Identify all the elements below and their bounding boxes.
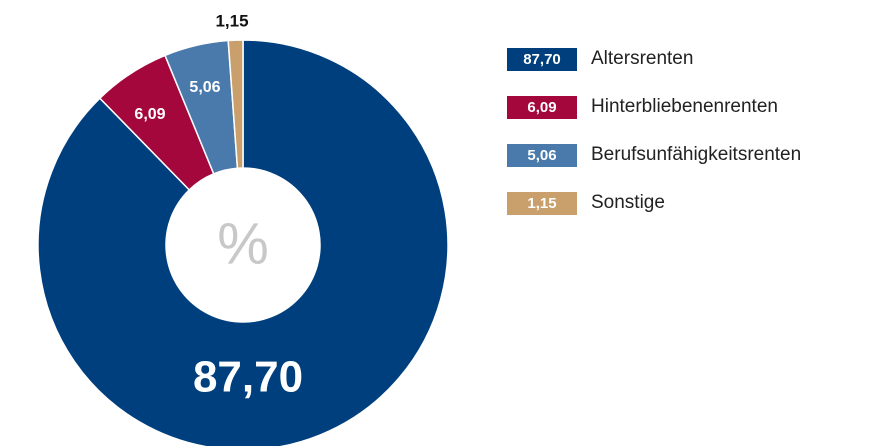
legend-value: 5,06 [527,147,556,164]
data-label: 6,09 [134,106,165,123]
legend-swatch [507,144,577,167]
legend-value: 6,09 [527,99,556,116]
legend-value: 87,70 [523,51,561,68]
legend-label: Sonstige [591,192,665,213]
data-label: 5,06 [189,79,220,96]
legend-swatch [507,96,577,119]
legend-label: Altersrenten [591,48,693,69]
data-label: 87,70 [193,353,303,402]
center-label: % [217,211,269,276]
legend-label: Berufsunfähigkeitsrenten [591,144,801,165]
legend-swatch [507,192,577,215]
legend-swatch [507,48,577,71]
legend-value: 1,15 [527,195,556,212]
slice [37,39,449,446]
data-label: 1,15 [215,11,248,30]
legend-label: Hinterbliebenenrenten [591,96,778,117]
slice [227,39,244,170]
